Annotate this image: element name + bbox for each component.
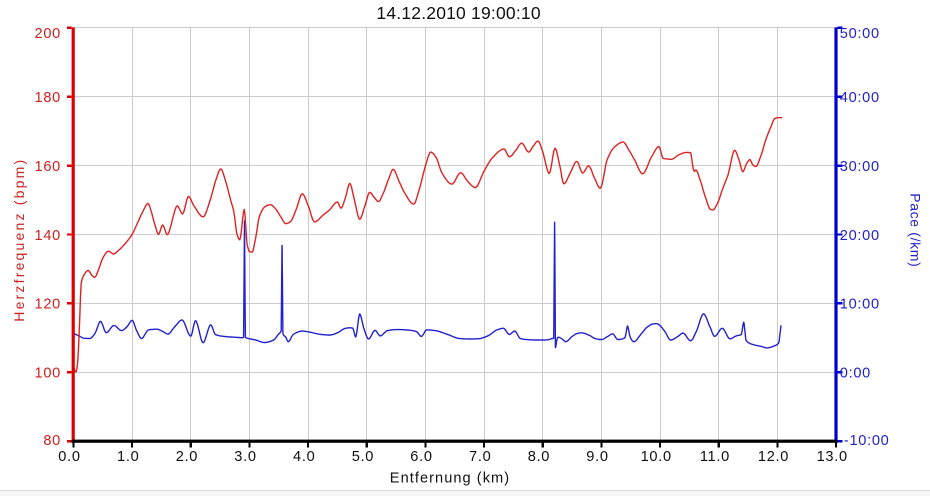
svg-text:1.0: 1.0 <box>117 449 139 465</box>
svg-text:14.12.2010 19:00:10: 14.12.2010 19:00:10 <box>376 3 540 23</box>
svg-text:160: 160 <box>35 159 61 175</box>
svg-text:180: 180 <box>35 90 61 106</box>
svg-text:10:00: 10:00 <box>840 297 880 313</box>
svg-text:12.0: 12.0 <box>758 449 789 465</box>
svg-text:7.0: 7.0 <box>469 449 491 465</box>
svg-text:13.0: 13.0 <box>817 449 848 465</box>
svg-text:6.0: 6.0 <box>410 449 432 465</box>
svg-text:200: 200 <box>35 26 61 42</box>
svg-text:20:00: 20:00 <box>840 228 880 244</box>
svg-text:9.0: 9.0 <box>586 449 608 465</box>
svg-text:0:00: 0:00 <box>840 366 871 382</box>
svg-text:140: 140 <box>35 228 61 244</box>
svg-text:40:00: 40:00 <box>840 90 880 106</box>
svg-text:30:00: 30:00 <box>840 159 880 175</box>
svg-text:Pace (/km): Pace (/km) <box>908 193 924 267</box>
svg-text:4.0: 4.0 <box>293 449 315 465</box>
svg-text:0.0: 0.0 <box>58 449 80 465</box>
svg-text:80: 80 <box>43 433 61 449</box>
svg-text:8.0: 8.0 <box>528 449 550 465</box>
svg-text:120: 120 <box>35 297 61 313</box>
svg-text:5.0: 5.0 <box>352 449 374 465</box>
svg-text:100: 100 <box>35 366 61 382</box>
svg-text:Entfernung (km): Entfernung (km) <box>390 471 510 487</box>
svg-text:-10:00: -10:00 <box>844 433 890 449</box>
svg-text:50:00: 50:00 <box>840 26 880 42</box>
svg-text:11.0: 11.0 <box>700 449 730 465</box>
svg-text:3.0: 3.0 <box>234 449 256 465</box>
svg-text:10.0: 10.0 <box>641 449 672 465</box>
svg-text:Herzfrequenz (bpm): Herzfrequenz (bpm) <box>11 158 27 322</box>
svg-text:2.0: 2.0 <box>176 449 198 465</box>
